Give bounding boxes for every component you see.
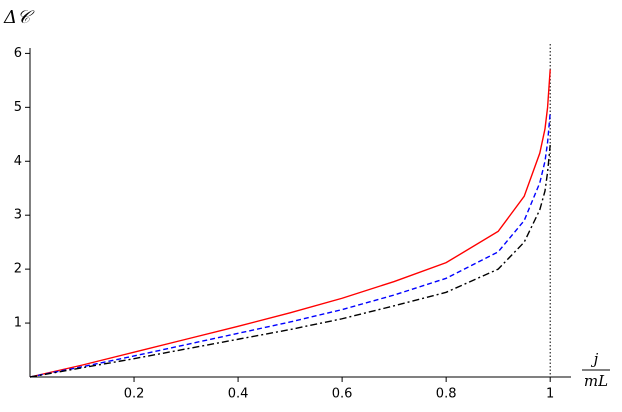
y-axis-label: Δ𝒞 (3, 7, 35, 28)
x-tick-label: 0.8 (436, 387, 457, 402)
x-tick-label: 1 (546, 387, 554, 402)
line-series (29, 69, 551, 378)
x-tick-label: 0.4 (228, 387, 249, 402)
y-tick-label: 2 (14, 262, 22, 277)
y-tick-label: 5 (14, 100, 22, 115)
x-axis-label-denominator: mL (584, 372, 608, 390)
x-tick-label: 0.6 (332, 387, 353, 402)
x-axis-label-numerator: j (591, 350, 599, 368)
y-tick-label: 3 (14, 208, 22, 223)
y-tick-label: 4 (14, 154, 22, 169)
line-series (29, 112, 551, 378)
y-tick-label: 6 (14, 46, 22, 61)
y-tick-label: 1 (14, 316, 22, 331)
line-series (29, 145, 551, 378)
x-tick-label: 0.2 (124, 387, 145, 402)
